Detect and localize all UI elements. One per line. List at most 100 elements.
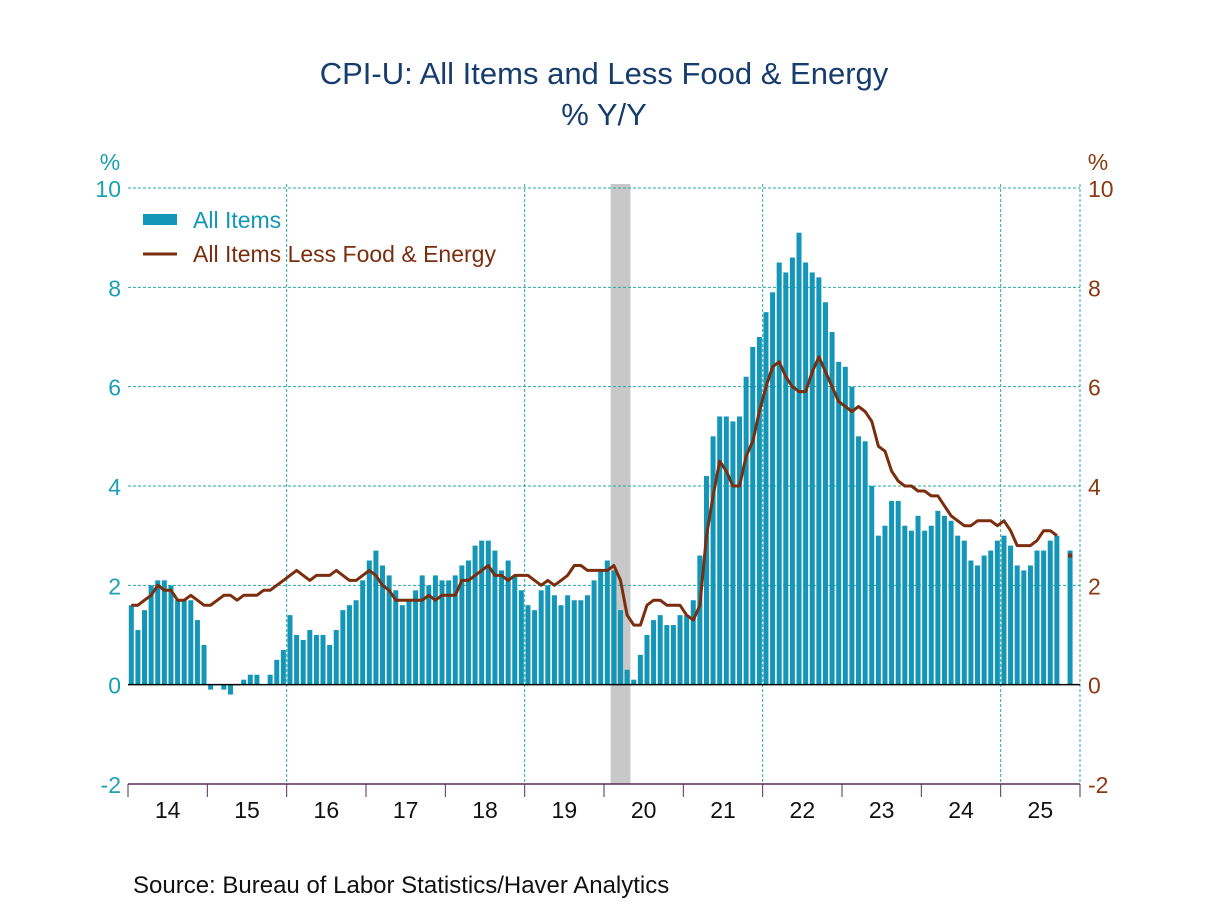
bar-all-items bbox=[208, 684, 214, 690]
bar-all-items bbox=[1001, 535, 1007, 685]
bar-all-items bbox=[637, 654, 643, 685]
bar-all-items bbox=[836, 361, 842, 685]
bar-all-items bbox=[737, 416, 743, 685]
y-right-tick-label: -2 bbox=[1088, 772, 1108, 798]
bar-all-items bbox=[439, 580, 445, 685]
bar-all-items bbox=[783, 272, 789, 685]
x-tick-label: 22 bbox=[790, 797, 816, 823]
bar-all-items bbox=[968, 560, 974, 685]
bar-all-items bbox=[393, 590, 399, 685]
bar-all-items bbox=[591, 580, 597, 685]
bar-all-items bbox=[274, 659, 280, 685]
x-tick-label: 24 bbox=[948, 797, 974, 823]
bar-all-items bbox=[618, 610, 624, 685]
bar-all-items bbox=[254, 674, 260, 685]
bar-all-items bbox=[280, 649, 286, 685]
bar-all-items bbox=[981, 555, 987, 685]
bar-all-items bbox=[961, 540, 967, 685]
bar-all-items bbox=[750, 346, 756, 685]
bar-all-items bbox=[472, 545, 478, 685]
bar-all-items bbox=[975, 565, 981, 685]
bar-all-items bbox=[955, 535, 961, 685]
bar-all-items bbox=[135, 630, 141, 685]
bar-all-items bbox=[670, 625, 676, 685]
bar-all-items bbox=[657, 615, 663, 685]
y-right-tick-label: 8 bbox=[1088, 275, 1101, 301]
bar-all-items bbox=[763, 312, 769, 685]
bar-all-items bbox=[492, 550, 498, 685]
y-left-tick-label: 4 bbox=[108, 474, 121, 500]
bar-all-items bbox=[142, 610, 148, 685]
bar-all-items bbox=[664, 625, 670, 685]
x-tick-label: 25 bbox=[1028, 797, 1054, 823]
bar-all-items bbox=[928, 525, 934, 685]
y-right-tick-label: 6 bbox=[1088, 375, 1101, 401]
bar-all-items bbox=[789, 257, 795, 685]
bar-all-items bbox=[221, 684, 227, 690]
y-left-tick-label: 6 bbox=[108, 375, 121, 401]
bar-all-items bbox=[902, 525, 908, 685]
bar-all-items bbox=[201, 644, 207, 685]
y-left-tick-label: 8 bbox=[108, 275, 121, 301]
bar-all-items bbox=[161, 580, 167, 685]
y-right-tick-label: 10 bbox=[1088, 176, 1114, 202]
bar-all-items bbox=[386, 575, 392, 685]
bar-all-items bbox=[743, 376, 749, 685]
bar-all-items bbox=[842, 366, 848, 685]
bar-all-items bbox=[538, 590, 544, 685]
bar-all-items bbox=[889, 500, 895, 685]
bar-all-items bbox=[360, 580, 366, 685]
legend-label-all-items: All Items bbox=[193, 207, 281, 233]
bar-all-items bbox=[604, 560, 610, 685]
bar-all-items bbox=[1014, 565, 1020, 685]
bar-all-items bbox=[862, 441, 868, 685]
bar-all-items bbox=[1021, 570, 1027, 685]
bar-all-items bbox=[485, 540, 491, 685]
bar-all-items bbox=[717, 416, 723, 685]
bar-all-items bbox=[624, 669, 630, 685]
bar-all-items bbox=[505, 560, 511, 685]
y-left-tick-label: 2 bbox=[108, 573, 121, 599]
bar-all-items bbox=[1008, 545, 1014, 685]
bar-all-items bbox=[571, 600, 577, 685]
bar-all-items bbox=[346, 605, 352, 685]
x-tick-label: 14 bbox=[155, 797, 181, 823]
bar-all-items bbox=[1041, 550, 1047, 685]
bar-all-items bbox=[822, 302, 828, 685]
bar-all-items bbox=[1054, 535, 1060, 685]
bar-all-items bbox=[869, 486, 875, 685]
bar-all-items bbox=[935, 510, 941, 685]
bar-all-items bbox=[770, 292, 776, 685]
bar-all-items bbox=[690, 600, 696, 685]
y-right-axis-label: % bbox=[1088, 149, 1108, 175]
bar-all-items bbox=[816, 277, 822, 685]
y-left-tick-label: -2 bbox=[101, 772, 121, 798]
bar-all-items bbox=[776, 262, 782, 685]
recession-shading bbox=[610, 184, 631, 784]
bar-all-items bbox=[188, 600, 194, 685]
bar-all-items bbox=[730, 421, 736, 685]
bar-all-items bbox=[287, 615, 293, 685]
bar-all-items bbox=[333, 630, 339, 685]
bar-all-items bbox=[399, 605, 405, 685]
bar-all-items bbox=[452, 575, 458, 685]
bar-all-items bbox=[584, 595, 590, 685]
bar-all-items bbox=[545, 585, 551, 685]
bar-all-items bbox=[756, 337, 762, 685]
bar-all-items bbox=[551, 595, 557, 685]
bar-all-items bbox=[128, 605, 134, 685]
bar-all-items bbox=[194, 620, 200, 685]
bar-all-items bbox=[1034, 550, 1040, 685]
bar-all-items bbox=[710, 436, 716, 685]
bar-all-items bbox=[915, 515, 921, 685]
bar-all-items bbox=[1047, 540, 1053, 685]
x-tick-label: 20 bbox=[631, 797, 657, 823]
bar-all-items bbox=[459, 565, 465, 685]
bar-all-items bbox=[684, 615, 690, 685]
chart-title: CPI-U: All Items and Less Food & Energy bbox=[319, 56, 889, 91]
bar-all-items bbox=[432, 575, 438, 685]
bar-all-items bbox=[856, 436, 862, 685]
y-left-axis-label: % bbox=[100, 149, 120, 175]
x-tick-label: 17 bbox=[393, 797, 419, 823]
bar-all-items bbox=[829, 332, 835, 685]
